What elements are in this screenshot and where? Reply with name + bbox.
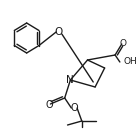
- Text: N: N: [66, 75, 73, 85]
- Text: O: O: [70, 103, 78, 113]
- Text: O: O: [119, 38, 126, 47]
- Text: O: O: [46, 100, 53, 110]
- Text: OH: OH: [124, 58, 137, 67]
- Text: O: O: [55, 27, 63, 37]
